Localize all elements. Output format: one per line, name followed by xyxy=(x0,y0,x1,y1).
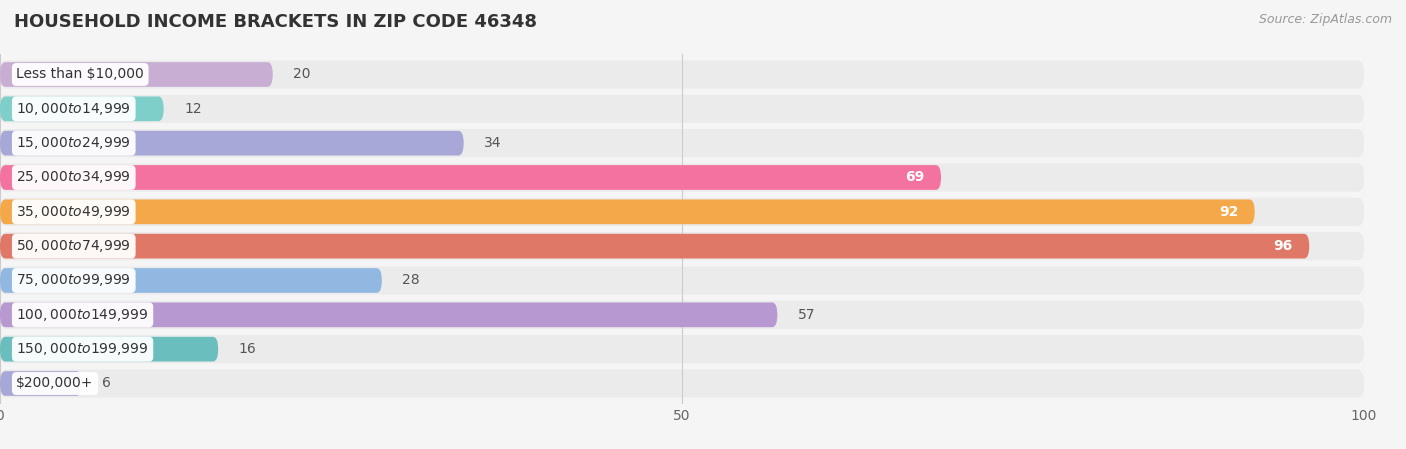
Text: Source: ZipAtlas.com: Source: ZipAtlas.com xyxy=(1258,13,1392,26)
Text: 6: 6 xyxy=(103,377,111,391)
FancyBboxPatch shape xyxy=(0,129,1364,157)
Text: 28: 28 xyxy=(402,273,420,287)
FancyBboxPatch shape xyxy=(0,198,1364,226)
FancyBboxPatch shape xyxy=(0,61,1364,88)
FancyBboxPatch shape xyxy=(0,335,1364,363)
FancyBboxPatch shape xyxy=(0,301,1364,329)
FancyBboxPatch shape xyxy=(0,337,218,361)
Text: $75,000 to $99,999: $75,000 to $99,999 xyxy=(17,273,131,289)
FancyBboxPatch shape xyxy=(0,95,1364,123)
Text: HOUSEHOLD INCOME BRACKETS IN ZIP CODE 46348: HOUSEHOLD INCOME BRACKETS IN ZIP CODE 46… xyxy=(14,13,537,31)
Text: $50,000 to $74,999: $50,000 to $74,999 xyxy=(17,238,131,254)
FancyBboxPatch shape xyxy=(0,163,1364,192)
Text: 69: 69 xyxy=(905,171,925,185)
Text: $35,000 to $49,999: $35,000 to $49,999 xyxy=(17,204,131,220)
Text: $15,000 to $24,999: $15,000 to $24,999 xyxy=(17,135,131,151)
Text: $10,000 to $14,999: $10,000 to $14,999 xyxy=(17,101,131,117)
Text: 92: 92 xyxy=(1219,205,1239,219)
Text: 20: 20 xyxy=(294,67,311,81)
FancyBboxPatch shape xyxy=(0,199,1254,224)
Text: 34: 34 xyxy=(484,136,502,150)
FancyBboxPatch shape xyxy=(0,266,1364,295)
Text: 57: 57 xyxy=(797,308,815,322)
Text: Less than $10,000: Less than $10,000 xyxy=(17,67,145,81)
FancyBboxPatch shape xyxy=(0,234,1309,259)
FancyBboxPatch shape xyxy=(0,268,382,293)
FancyBboxPatch shape xyxy=(0,62,273,87)
FancyBboxPatch shape xyxy=(0,371,82,396)
FancyBboxPatch shape xyxy=(0,97,163,121)
Text: $200,000+: $200,000+ xyxy=(17,377,94,391)
Text: 12: 12 xyxy=(184,102,201,116)
FancyBboxPatch shape xyxy=(0,303,778,327)
Text: 16: 16 xyxy=(239,342,256,356)
Text: $100,000 to $149,999: $100,000 to $149,999 xyxy=(17,307,149,323)
FancyBboxPatch shape xyxy=(0,370,1364,397)
Text: 96: 96 xyxy=(1274,239,1294,253)
Text: $25,000 to $34,999: $25,000 to $34,999 xyxy=(17,169,131,185)
FancyBboxPatch shape xyxy=(0,131,464,155)
FancyBboxPatch shape xyxy=(0,165,941,190)
Text: $150,000 to $199,999: $150,000 to $199,999 xyxy=(17,341,149,357)
FancyBboxPatch shape xyxy=(0,232,1364,260)
